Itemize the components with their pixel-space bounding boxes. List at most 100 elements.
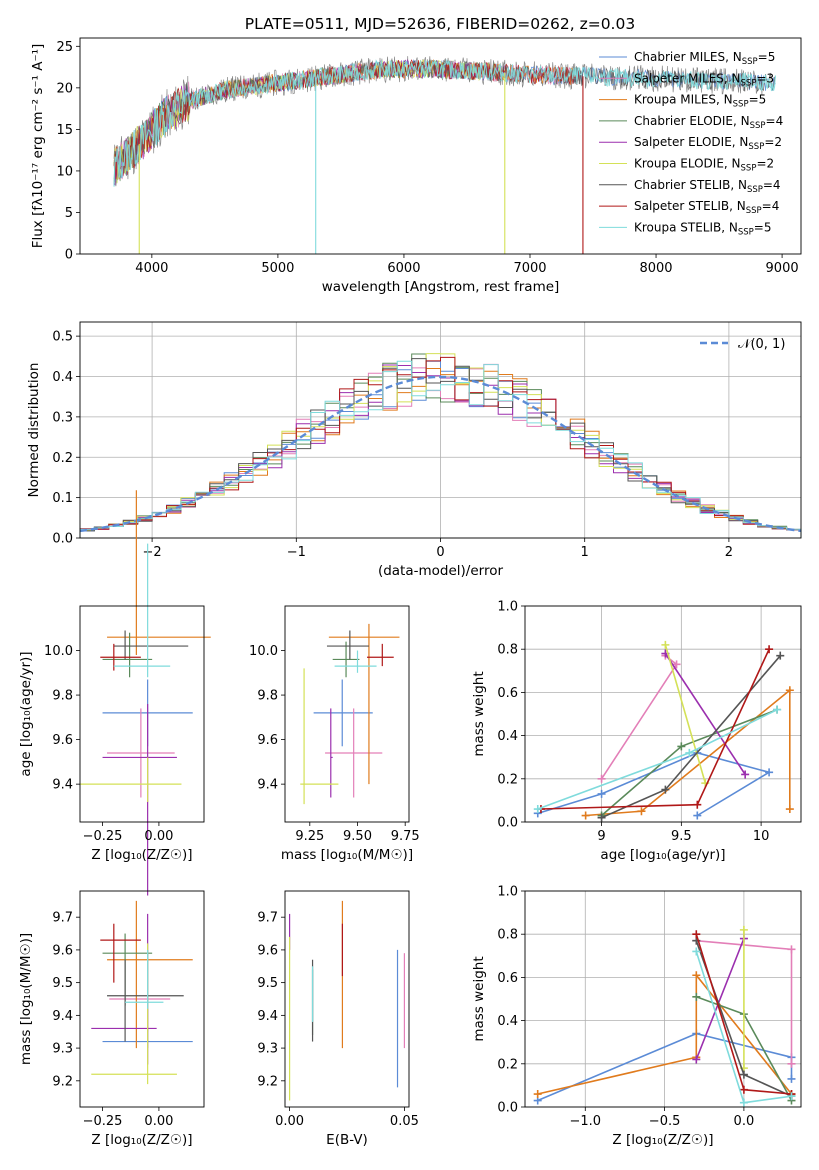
- panel-age-vs-mass: 9.25 9.50 9.75 9.4 9.6 9.8 10.0 mass [log₁₀(M/M…: [249, 605, 420, 863]
- y-tick-label: 0.6: [497, 971, 518, 986]
- y-tick-label: 0.5: [52, 330, 73, 345]
- y-axis-label: Normed distribution: [26, 363, 42, 498]
- data-point-marker: [692, 971, 701, 980]
- legend-label-salpeter-stelib: Salpeter STELIB, NSSP=4: [634, 199, 779, 216]
- y-tick-label: 10.0: [249, 644, 278, 659]
- y-tick-label: 9.5: [257, 976, 278, 991]
- series-salpeter-stelib: [692, 930, 796, 1099]
- data-point-marker: [765, 645, 774, 654]
- errorbar-chabrier-stelib: [107, 959, 184, 1042]
- y-tick-label: 9.8: [257, 689, 278, 704]
- x-tick-label: −2: [143, 545, 162, 560]
- x-tick-label: 0.00: [144, 829, 173, 844]
- errorbar-chabrier-miles: [313, 679, 373, 747]
- plot-area: [288, 900, 406, 1101]
- series-salpeter-miles: [597, 651, 681, 783]
- y-axis-label: age [log₁₀(age/yr)]: [18, 651, 34, 776]
- axes-frame: [79, 890, 205, 1108]
- y-tick-label: 9.7: [52, 911, 73, 926]
- data-point-marker: [739, 1098, 748, 1107]
- y-tick-label: 9.2: [52, 1074, 73, 1089]
- y-tick-label: 9.6: [52, 733, 73, 748]
- panel-mass-vs-Z: −0.25 0.00 9.2 9.3 9.4 9.5 9.6 9.7 Z [log₁₀(Z/Z☉…: [18, 890, 205, 1148]
- data-point-marker: [672, 660, 681, 669]
- y-tick-label: 5: [65, 206, 73, 221]
- legend-label-salpeter-miles: Salpeter MILES, NSSP=3: [634, 71, 774, 88]
- series-kroupa-elodie: [739, 925, 748, 1073]
- x-tick-label: 6000: [387, 261, 420, 276]
- y-tick-label: 9.4: [257, 1009, 278, 1024]
- grid-lines: [525, 890, 801, 1108]
- series-line: [537, 708, 778, 810]
- errorbar-salpeter-miles: [107, 708, 175, 798]
- panel-spectrum: 4000 5000 6000 7000 8000 9000 0 5 10 15 20 25 wavele…: [30, 37, 802, 295]
- x-tick-label: 9.25: [295, 829, 324, 844]
- y-tick-label: 25: [56, 40, 73, 55]
- data-point-marker: [785, 805, 794, 814]
- errorbar-kroupa-elodie: [91, 943, 177, 1085]
- y-tick-label: 10: [56, 164, 73, 179]
- x-axis-label: Z [log₁₀(Z/Z☉)]: [91, 847, 192, 863]
- y-tick-label: 9.6: [257, 943, 278, 958]
- series-line: [664, 653, 746, 775]
- data-point-marker: [765, 768, 774, 777]
- figure-title: PLATE=0511, MJD=52636, FIBERID=0262, z=0…: [245, 15, 635, 33]
- x-tick-label: 0.05: [390, 1114, 419, 1129]
- y-tick-label: 0.2: [497, 772, 518, 787]
- x-tick-label: 10: [753, 829, 770, 844]
- y-tick-label: 9.4: [52, 778, 73, 793]
- data-point-marker: [785, 686, 794, 695]
- legend-label-normal: 𝒩(0, 1): [738, 337, 785, 352]
- x-tick-label: 1: [581, 545, 589, 560]
- data-point-marker: [693, 800, 702, 809]
- plot-area: [533, 640, 794, 822]
- data-point-marker: [533, 1090, 542, 1099]
- panel-massweight-vs-Z: −1.0 −0.5 0.0 0.0 0.2 0.4 0.6 0.8 1.0 Z [log₁₀(Z/…: [471, 885, 802, 1148]
- errorbar-salpeter-stelib: [367, 643, 394, 667]
- errorbar-kroupa-elodie: [300, 668, 339, 805]
- data-point-marker: [739, 1070, 748, 1079]
- y-tick-label: 0.8: [497, 643, 518, 658]
- axes: −1.0 −0.5 0.0 0.0 0.2 0.4 0.6 0.8 1.0 Z [log₁₀(Z/…: [471, 885, 802, 1148]
- x-tick-label: −1: [287, 545, 306, 560]
- series-kroupa-stelib: [692, 947, 796, 1107]
- data-point-marker: [739, 1085, 748, 1094]
- data-point-marker: [692, 1055, 701, 1064]
- x-axis-label: Z [log₁₀(Z/Z☉)]: [91, 1132, 192, 1148]
- legend-label-kroupa-stelib: Kroupa STELIB, NSSP=5: [634, 220, 772, 237]
- data-point-marker: [677, 742, 686, 751]
- data-point-marker: [661, 640, 670, 649]
- series-line: [664, 644, 707, 784]
- plot-area: [80, 490, 211, 896]
- data-point-marker: [661, 785, 670, 794]
- plot-area: [113, 56, 777, 254]
- errorbar-kroupa-elodie: [80, 757, 182, 802]
- y-tick-label: 1.0: [497, 600, 518, 615]
- x-tick-label: −0.5: [649, 1114, 681, 1129]
- axes-frame: [79, 37, 802, 255]
- x-axis-label: age [log₁₀(age/yr)]: [600, 847, 725, 863]
- axes: 9 9.5 10 0.0 0.2 0.4 0.6 0.8 1.0 age [log₁₀(age/y…: [471, 600, 802, 863]
- errorbar-kroupa-miles: [328, 623, 400, 785]
- model-spectrum-chabrier-stelib: [113, 59, 776, 185]
- x-tick-label: 9.50: [343, 829, 372, 844]
- normal-curve: [79, 375, 802, 533]
- errorbar-chabrier-elodie: [102, 632, 153, 678]
- data-point-marker: [787, 1092, 796, 1101]
- data-point-marker: [685, 748, 694, 757]
- series-line: [695, 938, 745, 1060]
- x-tick-label: 0.00: [275, 1114, 304, 1129]
- errorbar-salpeter-stelib: [100, 923, 141, 983]
- errorbar-kroupa-stelib: [113, 543, 171, 678]
- errorbar-kroupa-miles: [107, 490, 211, 655]
- x-tick-label: 0.00: [144, 1114, 173, 1129]
- x-tick-label: 2: [725, 545, 733, 560]
- y-axis-label: Flux [fλ10⁻¹⁷ erg cm⁻² s⁻¹ A⁻¹]: [30, 44, 46, 249]
- series-chabrier-stelib: [597, 651, 785, 822]
- y-tick-label: 9.5: [52, 976, 73, 991]
- axes: −0.25 0.00 9.2 9.3 9.4 9.5 9.6 9.7 Z [log₁₀(Z/Z☉…: [18, 890, 205, 1148]
- y-tick-label: 9.3: [257, 1042, 278, 1057]
- x-tick-label: 5000: [261, 261, 294, 276]
- data-point-marker: [787, 945, 796, 954]
